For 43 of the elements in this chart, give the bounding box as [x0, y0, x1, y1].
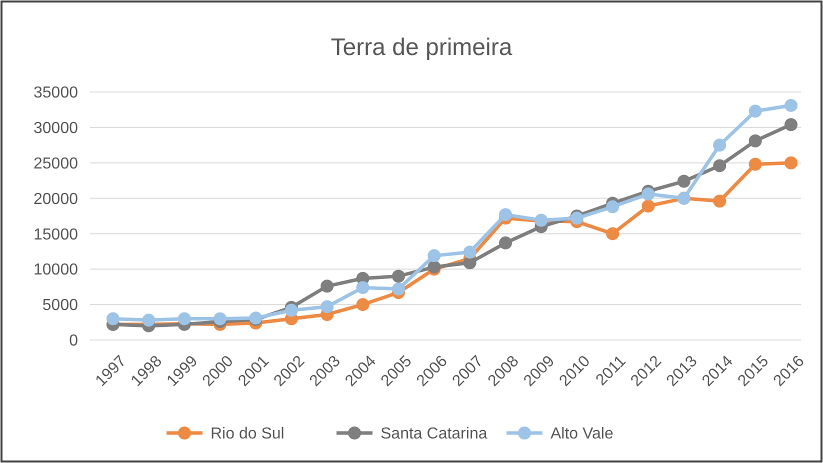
point — [606, 227, 620, 240]
point — [748, 134, 762, 148]
point — [642, 200, 655, 213]
point — [356, 281, 370, 294]
y-tick-label: 5000 — [42, 297, 78, 314]
point — [677, 174, 690, 188]
point — [713, 138, 726, 152]
point — [463, 246, 476, 259]
point — [784, 98, 798, 112]
legend-label: Rio do Sul — [210, 426, 284, 443]
y-tick-label: 30000 — [34, 120, 78, 138]
point — [606, 200, 620, 214]
point — [356, 298, 370, 312]
point — [463, 256, 476, 270]
point — [642, 188, 655, 201]
legend-label: Santa Catarina — [380, 426, 488, 443]
point — [499, 208, 512, 222]
y-tick-label: 20000 — [34, 190, 78, 208]
point — [178, 312, 191, 326]
point — [106, 312, 120, 326]
point — [570, 212, 584, 225]
y-tick-label: 10000 — [34, 262, 78, 279]
point — [392, 270, 405, 283]
chart-title: Terra de primeira — [330, 34, 513, 61]
point — [748, 158, 762, 171]
y-tick-label: 15000 — [34, 226, 78, 244]
legend-label: Alto Vale — [550, 426, 614, 443]
point — [320, 280, 334, 293]
y-tick-label: 0 — [69, 332, 78, 350]
y-tick-label: 25000 — [34, 155, 78, 172]
point — [142, 314, 156, 327]
point — [499, 236, 512, 250]
point — [713, 159, 726, 172]
point — [784, 118, 798, 132]
point — [392, 282, 405, 296]
point — [320, 300, 334, 314]
point — [748, 104, 762, 118]
point — [214, 312, 227, 326]
point — [784, 156, 798, 170]
point — [284, 304, 298, 317]
y-tick-label: 35000 — [34, 84, 78, 102]
point — [428, 249, 441, 262]
point — [713, 194, 726, 208]
